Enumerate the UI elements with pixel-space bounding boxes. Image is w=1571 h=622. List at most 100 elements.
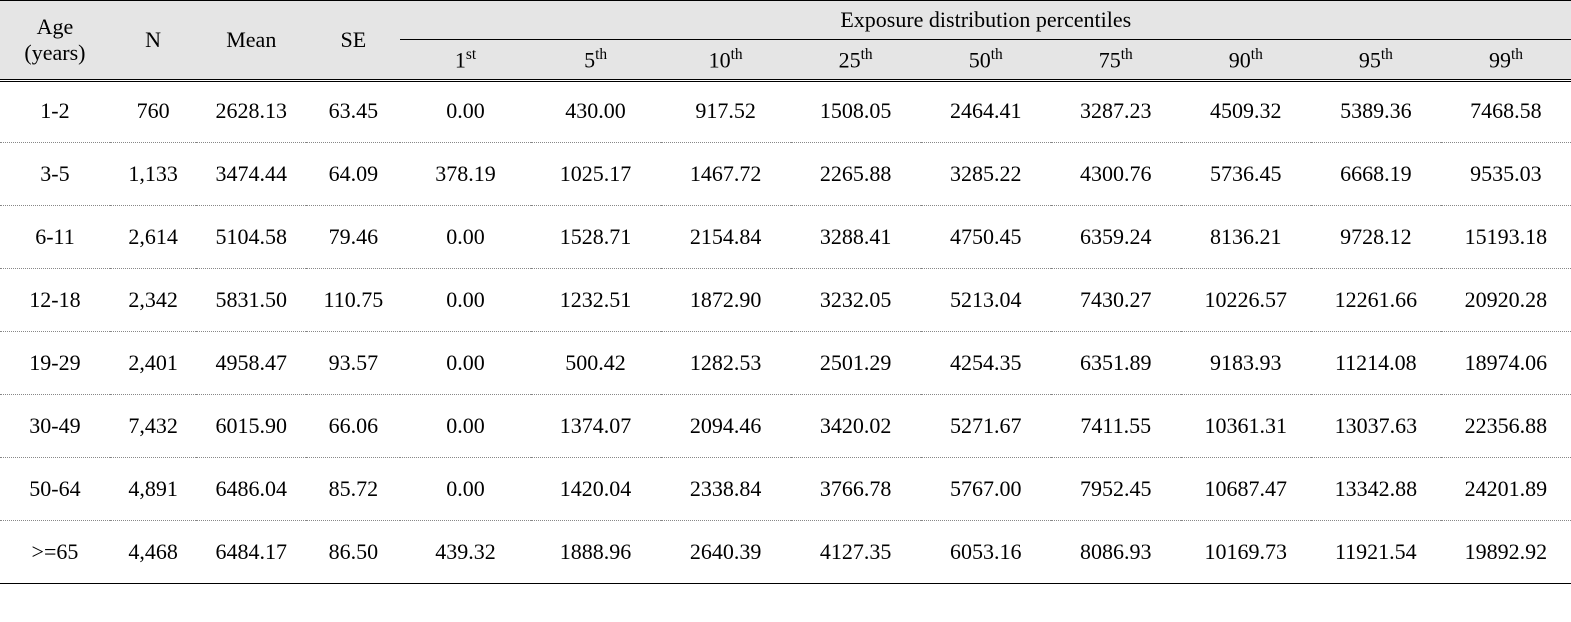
cell-se: 79.46 <box>306 206 400 269</box>
col-p75: 75th <box>1051 40 1181 80</box>
col-p75-num: 75 <box>1099 47 1121 72</box>
cell-p99: 15193.18 <box>1441 206 1571 269</box>
cell-p10: 1282.53 <box>661 332 791 395</box>
cell-p50: 6053.16 <box>921 521 1051 584</box>
cell-p95: 5389.36 <box>1311 80 1441 143</box>
cell-p75: 8086.93 <box>1051 521 1181 584</box>
cell-p90: 10361.31 <box>1181 395 1311 458</box>
col-p99: 99th <box>1441 40 1571 80</box>
exposure-table: Age (years) N Mean SE Exposure distribut… <box>0 0 1571 584</box>
col-p25-ord: th <box>861 46 873 63</box>
cell-p10: 1467.72 <box>661 143 791 206</box>
cell-n: 7,432 <box>110 395 196 458</box>
cell-p5: 1888.96 <box>531 521 661 584</box>
cell-age: >=65 <box>0 521 110 584</box>
cell-p95: 13342.88 <box>1311 458 1441 521</box>
cell-se: 64.09 <box>306 143 400 206</box>
cell-p99: 20920.28 <box>1441 269 1571 332</box>
cell-p95: 13037.63 <box>1311 395 1441 458</box>
cell-p99: 9535.03 <box>1441 143 1571 206</box>
col-p95-num: 95 <box>1359 47 1381 72</box>
table-row: 19-292,4014958.4793.570.00500.421282.532… <box>0 332 1571 395</box>
cell-p1: 0.00 <box>400 206 530 269</box>
cell-p10: 917.52 <box>661 80 791 143</box>
cell-p50: 3285.22 <box>921 143 1051 206</box>
cell-mean: 3474.44 <box>196 143 306 206</box>
cell-p5: 1528.71 <box>531 206 661 269</box>
cell-n: 2,614 <box>110 206 196 269</box>
cell-p95: 11214.08 <box>1311 332 1441 395</box>
cell-mean: 5104.58 <box>196 206 306 269</box>
cell-p25: 4127.35 <box>791 521 921 584</box>
cell-p50: 5767.00 <box>921 458 1051 521</box>
cell-p1: 0.00 <box>400 80 530 143</box>
col-p5: 5th <box>531 40 661 80</box>
cell-p10: 2338.84 <box>661 458 791 521</box>
cell-mean: 4958.47 <box>196 332 306 395</box>
cell-n: 2,401 <box>110 332 196 395</box>
table-row: 6-112,6145104.5879.460.001528.712154.843… <box>0 206 1571 269</box>
cell-p75: 7411.55 <box>1051 395 1181 458</box>
cell-age: 1-2 <box>0 80 110 143</box>
cell-p90: 10687.47 <box>1181 458 1311 521</box>
cell-p1: 378.19 <box>400 143 530 206</box>
col-p90: 90th <box>1181 40 1311 80</box>
cell-p75: 7430.27 <box>1051 269 1181 332</box>
cell-p50: 4254.35 <box>921 332 1051 395</box>
cell-p99: 7468.58 <box>1441 80 1571 143</box>
cell-p90: 8136.21 <box>1181 206 1311 269</box>
exposure-table-wrap: Age (years) N Mean SE Exposure distribut… <box>0 0 1571 584</box>
cell-p5: 1374.07 <box>531 395 661 458</box>
col-p10-num: 10 <box>709 47 731 72</box>
cell-p90: 10226.57 <box>1181 269 1311 332</box>
cell-age: 30-49 <box>0 395 110 458</box>
cell-p10: 2154.84 <box>661 206 791 269</box>
cell-p90: 5736.45 <box>1181 143 1311 206</box>
cell-p5: 1232.51 <box>531 269 661 332</box>
col-p25-num: 25 <box>839 47 861 72</box>
col-p5-num: 5 <box>584 47 595 72</box>
cell-age: 12-18 <box>0 269 110 332</box>
cell-p75: 4300.76 <box>1051 143 1181 206</box>
cell-p99: 24201.89 <box>1441 458 1571 521</box>
table-row: >=654,4686484.1786.50439.321888.962640.3… <box>0 521 1571 584</box>
col-p99-ord: th <box>1511 46 1523 63</box>
table-header: Age (years) N Mean SE Exposure distribut… <box>0 1 1571 80</box>
cell-se: 93.57 <box>306 332 400 395</box>
col-p50-num: 50 <box>969 47 991 72</box>
cell-se: 85.72 <box>306 458 400 521</box>
cell-p10: 2640.39 <box>661 521 791 584</box>
col-n: N <box>110 1 196 80</box>
cell-p50: 4750.45 <box>921 206 1051 269</box>
cell-p25: 1508.05 <box>791 80 921 143</box>
cell-mean: 2628.13 <box>196 80 306 143</box>
cell-n: 760 <box>110 80 196 143</box>
cell-n: 1,133 <box>110 143 196 206</box>
cell-age: 19-29 <box>0 332 110 395</box>
col-p99-num: 99 <box>1489 47 1511 72</box>
cell-p50: 5213.04 <box>921 269 1051 332</box>
cell-p5: 430.00 <box>531 80 661 143</box>
cell-n: 4,891 <box>110 458 196 521</box>
table-row: 50-644,8916486.0485.720.001420.042338.84… <box>0 458 1571 521</box>
cell-p5: 1420.04 <box>531 458 661 521</box>
col-p95-ord: th <box>1381 46 1393 63</box>
cell-mean: 6484.17 <box>196 521 306 584</box>
col-group-percentiles: Exposure distribution percentiles <box>400 1 1571 40</box>
cell-p1: 0.00 <box>400 269 530 332</box>
cell-p1: 0.00 <box>400 458 530 521</box>
cell-p25: 3232.05 <box>791 269 921 332</box>
col-p90-ord: th <box>1251 46 1263 63</box>
col-se: SE <box>306 1 400 80</box>
col-p50-ord: th <box>991 46 1003 63</box>
cell-age: 3-5 <box>0 143 110 206</box>
col-p5-ord: th <box>595 46 607 63</box>
cell-p50: 5271.67 <box>921 395 1051 458</box>
col-p1: 1st <box>400 40 530 80</box>
col-p25: 25th <box>791 40 921 80</box>
cell-se: 86.50 <box>306 521 400 584</box>
cell-p1: 0.00 <box>400 332 530 395</box>
cell-p25: 3288.41 <box>791 206 921 269</box>
cell-p75: 7952.45 <box>1051 458 1181 521</box>
cell-p5: 1025.17 <box>531 143 661 206</box>
